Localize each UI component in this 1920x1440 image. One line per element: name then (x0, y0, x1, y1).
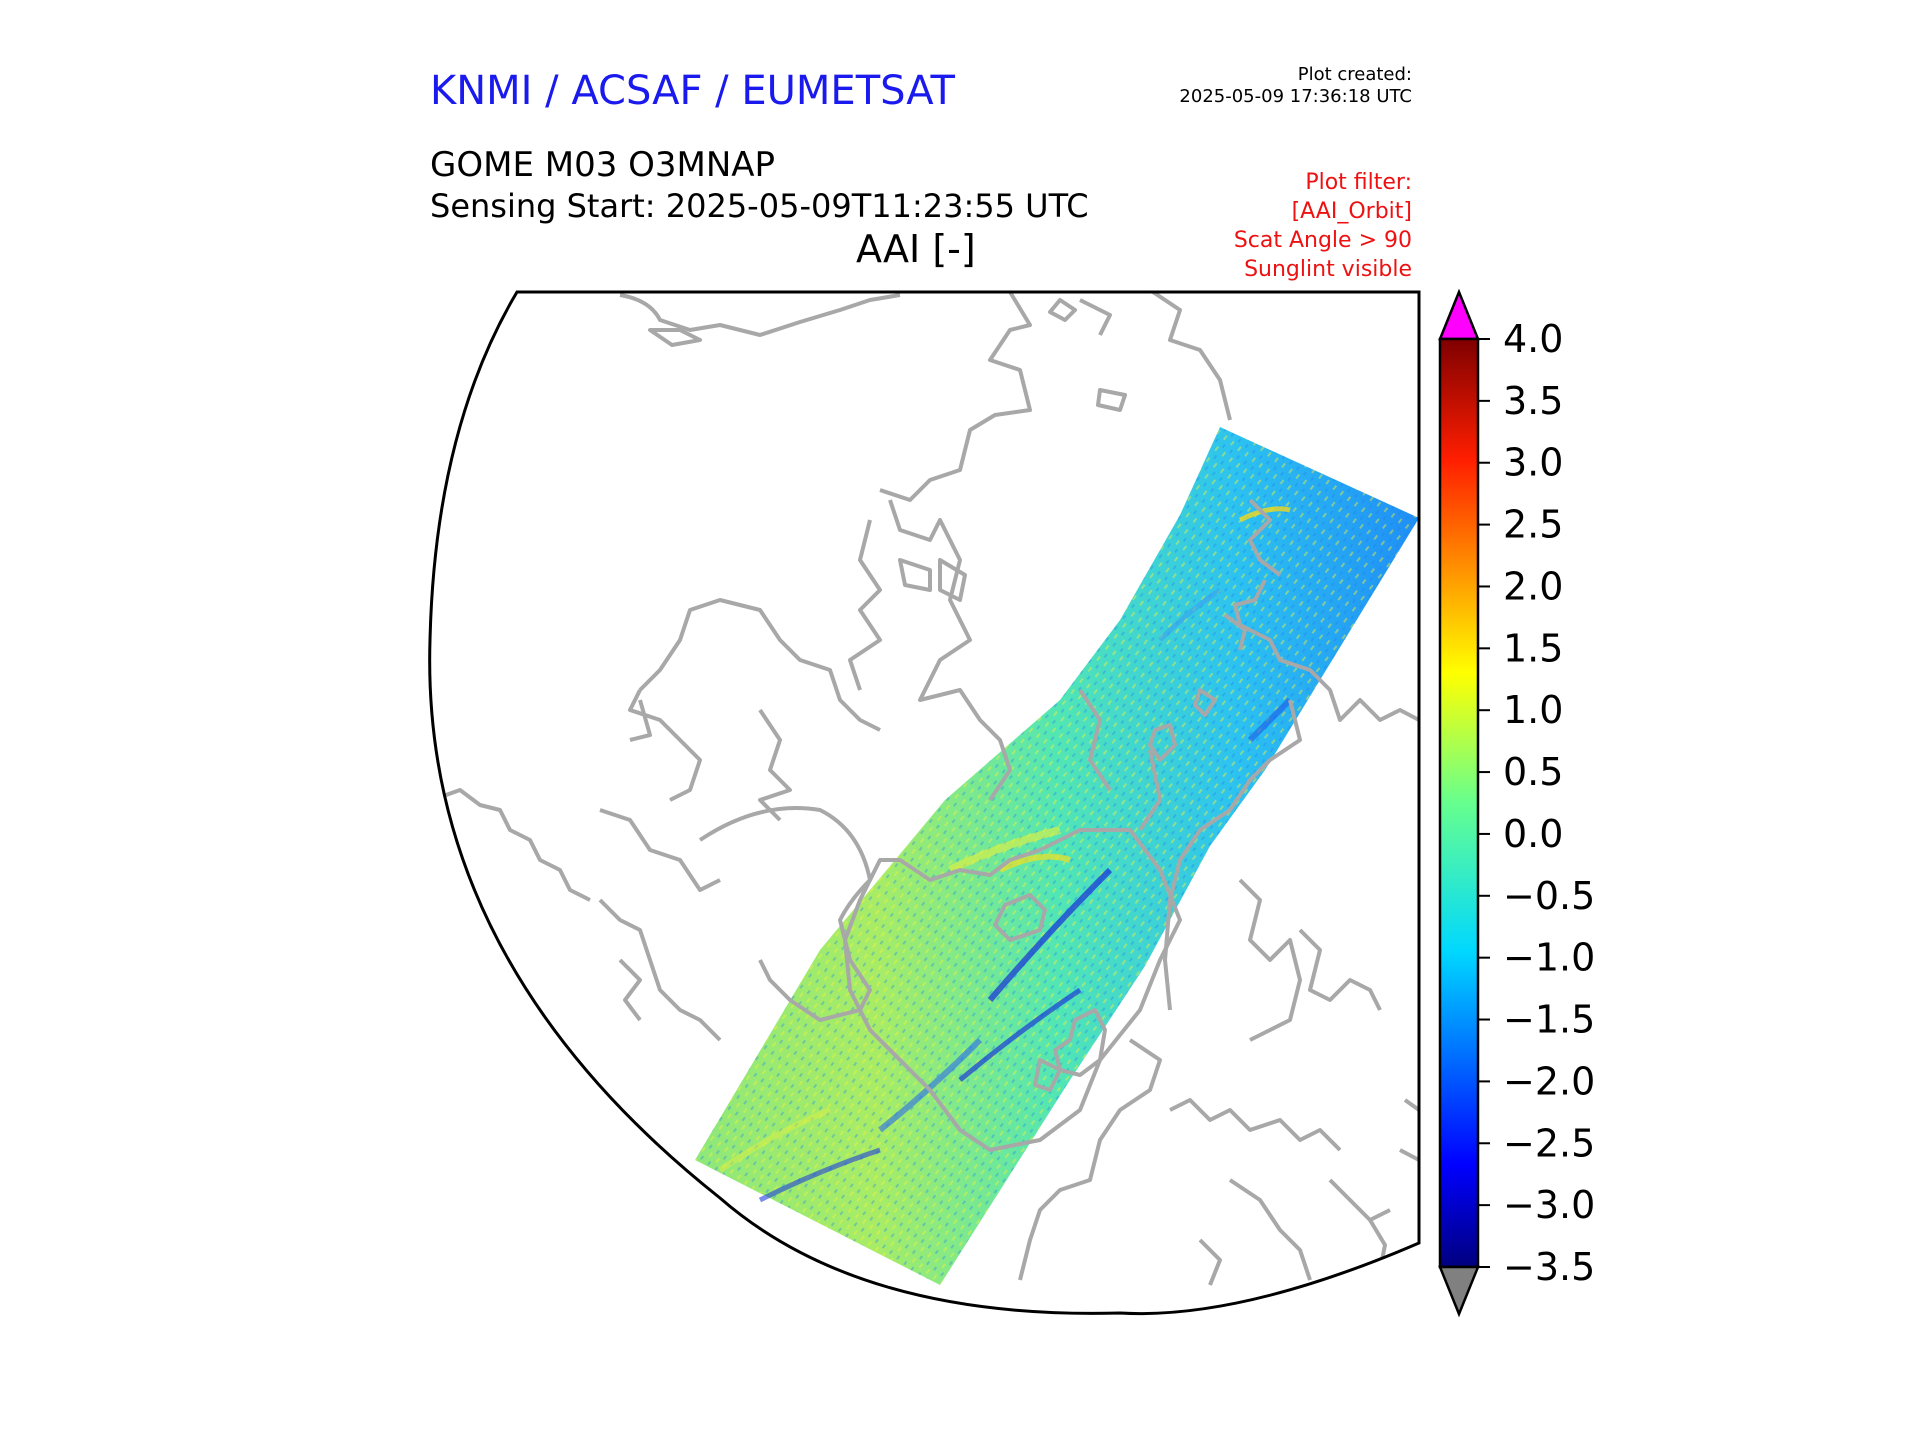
plot-filter: Plot filter: [AAI_Orbit] Scat Angle > 90… (1234, 168, 1412, 284)
coastlines (431, 292, 1419, 1292)
colorbar-tick-label: 2.0 (1503, 564, 1563, 608)
product-title: GOME M03 O3MNAP (430, 145, 776, 185)
colorbar-tick-label: −3.5 (1503, 1245, 1595, 1289)
plot-created-label: Plot created: (1297, 64, 1412, 85)
colorbar-tick-label: 3.0 (1503, 441, 1563, 485)
colorbar-tick-label: 1.5 (1503, 626, 1563, 670)
colorbar-tick-label: −2.5 (1503, 1121, 1595, 1165)
colorbar-tick-label: −1.0 (1503, 936, 1595, 980)
map-frame (428, 290, 1421, 1316)
colorbar-tick-label: 4.0 (1503, 317, 1563, 361)
colorbar-tick-label: −1.5 (1503, 998, 1595, 1042)
aai-swath (695, 427, 1419, 1285)
plot-filter-line: Scat Angle > 90 (1233, 228, 1412, 253)
colorbar-tick-label: 0.0 (1503, 812, 1563, 856)
plot-filter-line: [AAI_Orbit] (1291, 199, 1412, 224)
colorbar-over-arrow (1438, 288, 1480, 341)
map-area (431, 292, 1419, 1292)
colorbar-tick-label: 0.5 (1503, 750, 1563, 794)
colorbar: 4.0 3.5 3.0 2.5 2.0 1.5 1.0 0.5 0.0 −0.5 −1.0 −1.5 −… (1438, 288, 1595, 1318)
plot-filter-title: Plot filter: (1305, 170, 1412, 195)
colorbar-tick-label: −2.0 (1503, 1059, 1595, 1103)
plot-created-info: Plot created: 2025-05-09 17:36:18 UTC (1179, 64, 1412, 108)
colorbar-tick-label: −3.0 (1503, 1183, 1595, 1227)
colorbar-under-arrow (1438, 1265, 1480, 1318)
colorbar-tick-label: 1.0 (1503, 688, 1563, 732)
colorbar-tick-label: −0.5 (1503, 874, 1595, 918)
colorbar-tick-label: 2.5 (1503, 503, 1563, 547)
plot-filter-line: Sunglint visible (1244, 257, 1412, 282)
sensing-start: Sensing Start: 2025-05-09T11:23:55 UTC (430, 187, 1089, 225)
colorbar-tick-label: 3.5 (1503, 379, 1563, 423)
variable-title: AAI [-] (856, 227, 976, 271)
plot-created-time: 2025-05-09 17:36:18 UTC (1179, 86, 1412, 107)
colorbar-gradient (1438, 337, 1480, 1269)
organization-title: KNMI / ACSAF / EUMETSAT (430, 68, 955, 114)
